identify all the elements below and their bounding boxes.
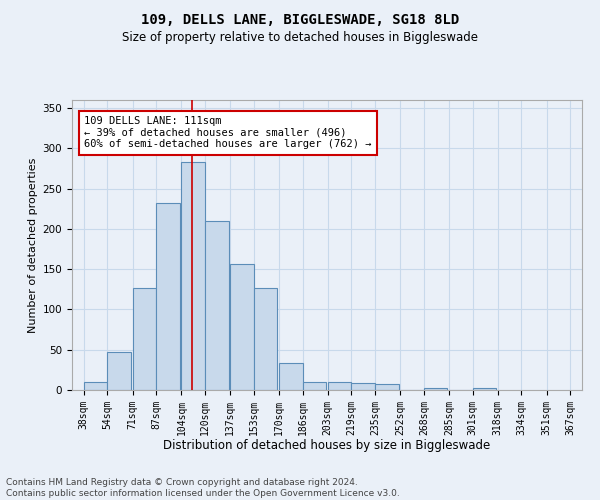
X-axis label: Distribution of detached houses by size in Biggleswade: Distribution of detached houses by size … — [163, 439, 491, 452]
Bar — [375, 384, 398, 390]
Text: 109 DELLS LANE: 111sqm
← 39% of detached houses are smaller (496)
60% of semi-de: 109 DELLS LANE: 111sqm ← 39% of detached… — [84, 116, 371, 150]
Bar — [84, 382, 107, 390]
Bar — [279, 364, 302, 390]
Bar — [181, 162, 205, 390]
Bar — [302, 382, 326, 390]
Bar — [205, 221, 229, 390]
Bar — [156, 203, 180, 390]
Bar — [254, 288, 277, 390]
Bar — [424, 388, 448, 390]
Bar — [352, 383, 375, 390]
Bar — [107, 352, 131, 390]
Bar — [133, 288, 156, 390]
Bar — [230, 264, 254, 390]
Text: Contains HM Land Registry data © Crown copyright and database right 2024.
Contai: Contains HM Land Registry data © Crown c… — [6, 478, 400, 498]
Text: 109, DELLS LANE, BIGGLESWADE, SG18 8LD: 109, DELLS LANE, BIGGLESWADE, SG18 8LD — [141, 12, 459, 26]
Bar — [473, 388, 496, 390]
Y-axis label: Number of detached properties: Number of detached properties — [28, 158, 38, 332]
Text: Size of property relative to detached houses in Biggleswade: Size of property relative to detached ho… — [122, 31, 478, 44]
Bar — [328, 382, 352, 390]
